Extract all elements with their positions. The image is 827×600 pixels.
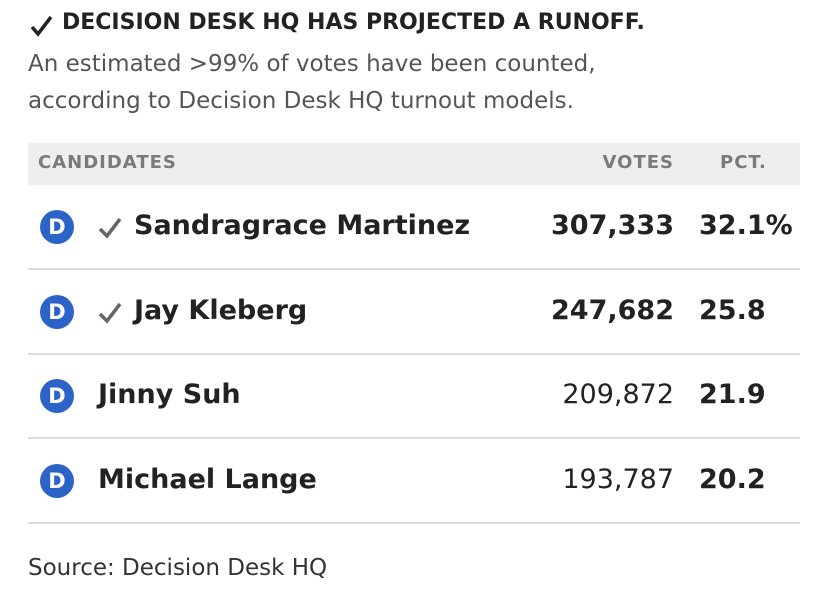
row-divider — [28, 521, 800, 524]
percent: 32.1% — [699, 210, 793, 241]
votes: 209,872 — [562, 379, 674, 410]
candidate-name: Jinny Suh — [98, 379, 241, 410]
percent: 20.2 — [699, 463, 766, 495]
percent: 25.8 — [699, 294, 766, 326]
winner-check — [98, 302, 122, 324]
row-divider — [28, 437, 800, 439]
subtitle: according to Decision Desk HQ turnout mo… — [28, 88, 574, 114]
party-badge: D — [40, 294, 74, 329]
percent: 21.9 — [699, 379, 766, 410]
winner-check — [98, 217, 122, 239]
votes: 247,682 — [551, 294, 674, 326]
source: Source: Decision Desk HQ — [28, 555, 328, 581]
candidate-name: Michael Lange — [98, 463, 317, 495]
votes: 307,333 — [551, 210, 674, 241]
table-header — [28, 143, 800, 185]
party-badge: D — [40, 210, 74, 244]
candidate-name: Sandragrace Martinez — [134, 210, 471, 241]
party-badge: D — [40, 379, 74, 413]
candidate-name: Jay Kleberg — [134, 294, 308, 326]
title: DECISION DESK HQ HAS PROJECTED A RUNOFF. — [62, 10, 645, 35]
row-divider — [28, 352, 800, 355]
votes: 193,787 — [562, 463, 674, 495]
check-icon — [30, 15, 53, 37]
column-header: PCT. — [720, 152, 767, 173]
column-header: CANDIDATES — [38, 152, 177, 173]
subtitle: An estimated >99% of votes have been cou… — [28, 51, 596, 77]
column-header: VOTES — [602, 152, 674, 173]
row-divider — [28, 268, 800, 270]
party-badge: D — [40, 463, 74, 498]
